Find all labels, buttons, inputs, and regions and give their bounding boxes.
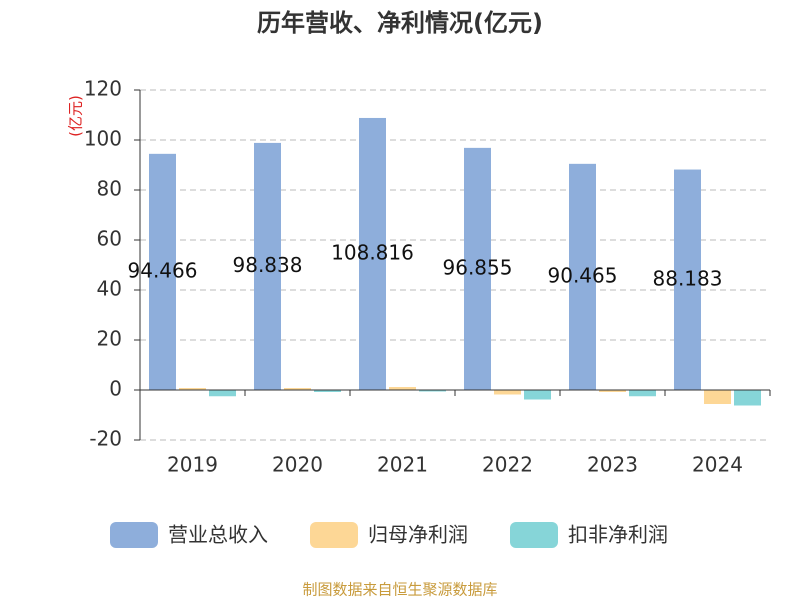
bar	[209, 390, 236, 397]
source-note: 制图数据来自恒生聚源数据库	[302, 581, 497, 599]
x-tick-label: 2021	[377, 453, 428, 477]
bar	[359, 117, 386, 391]
legend-swatch	[510, 522, 558, 548]
x-tick-label: 2019	[167, 453, 218, 477]
bar	[524, 390, 551, 400]
y-tick-label: 40	[97, 277, 122, 301]
bar	[704, 390, 731, 404]
legend-swatch	[310, 522, 358, 548]
y-tick-label: 0	[109, 377, 122, 401]
data-label: 90.465	[548, 263, 618, 287]
x-tick-label: 2020	[272, 453, 323, 477]
bar	[464, 147, 491, 390]
bar	[569, 163, 596, 390]
bar	[314, 390, 341, 392]
x-tick-label: 2022	[482, 453, 533, 477]
y-axis-label: (亿元)	[67, 95, 85, 137]
legend-label: 扣非净利润	[568, 523, 668, 547]
bar	[599, 390, 626, 392]
legend-label: 营业总收入	[168, 523, 268, 547]
bar	[389, 387, 416, 390]
data-label: 94.466	[128, 258, 198, 282]
data-label: 96.855	[443, 255, 513, 279]
y-tick-label: -20	[89, 427, 122, 451]
chart-title: 历年营收、净利情况(亿元)	[257, 9, 543, 37]
y-tick-label: 60	[97, 227, 122, 251]
bar	[149, 153, 176, 390]
x-tick-label: 2023	[587, 453, 638, 477]
bar	[179, 388, 206, 390]
y-tick-label: 80	[97, 177, 122, 201]
bar	[254, 142, 281, 390]
y-tick-label: 120	[84, 77, 122, 101]
x-tick-label: 2024	[692, 453, 743, 477]
bar	[734, 390, 761, 406]
legend-label: 归母净利润	[368, 523, 468, 547]
y-tick-label: 20	[97, 327, 122, 351]
bar	[284, 388, 311, 390]
bar	[629, 390, 656, 397]
bar	[419, 390, 446, 392]
legend-swatch	[110, 522, 158, 548]
data-label: 88.183	[653, 266, 723, 290]
data-label: 98.838	[233, 253, 303, 277]
bar	[494, 390, 521, 395]
y-tick-label: 100	[84, 127, 122, 151]
data-label: 108.816	[331, 240, 414, 264]
bar	[674, 169, 701, 390]
